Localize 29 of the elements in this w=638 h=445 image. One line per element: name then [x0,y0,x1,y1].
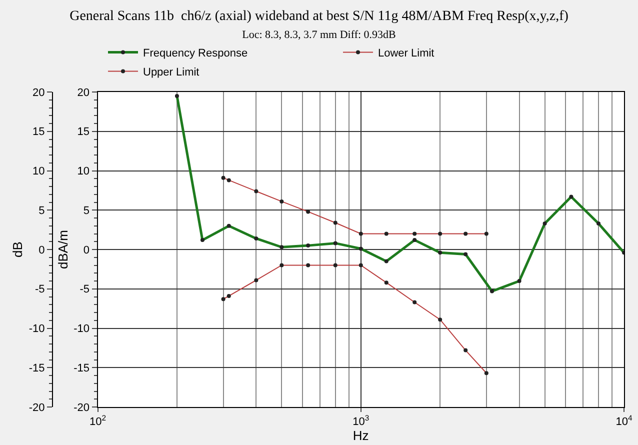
y2-tick-label: -20 [28,402,45,414]
y-tick-label: -10 [74,323,90,336]
legend-label: Lower Limit [378,47,434,60]
y-tick-label: 0 [83,244,90,256]
x-tick-label: 10$^{2}$ [89,414,106,428]
legend-label: Frequency Response [143,47,248,60]
y-axis-title: dBA/m [56,230,71,270]
y2-tick-label: 20 [32,86,45,99]
y-tick-label: 20 [77,86,90,99]
y-tick-label: 5 [83,204,90,217]
y-tick-label: 15 [77,126,90,138]
y2-tick-label: -15 [28,362,45,374]
y2-tick-label: 15 [32,126,45,138]
y2-tick-label: -5 [35,284,45,296]
x-tick-label: 10$^{4}$ [616,414,633,428]
y-tick-label: -20 [74,402,90,414]
y2-axis-title: dB [10,242,25,258]
y2-tick-label: 10 [32,166,45,178]
y2-tick-label: 5 [38,204,45,217]
chart-title: General Scans 11b ch6/z (axial) wideband at best S/N 11g 48M/ABM Freq Resp(x,y,z,f) [70,9,569,24]
y2-tick-label: -10 [28,323,45,336]
x-tick-label: 10$^{3}$ [352,414,370,428]
y2-tick-label: 0 [38,244,45,256]
y-tick-label: 10 [77,166,90,178]
x-axis-title: Hz [352,428,369,444]
chart-subtitle: Loc: 8.3, 8.3, 3.7 mm Diff: 0.93dB [242,29,396,42]
y-tick-label: -15 [74,362,90,374]
legend-label: Upper Limit [143,66,200,78]
y-tick-label: -5 [80,284,90,296]
